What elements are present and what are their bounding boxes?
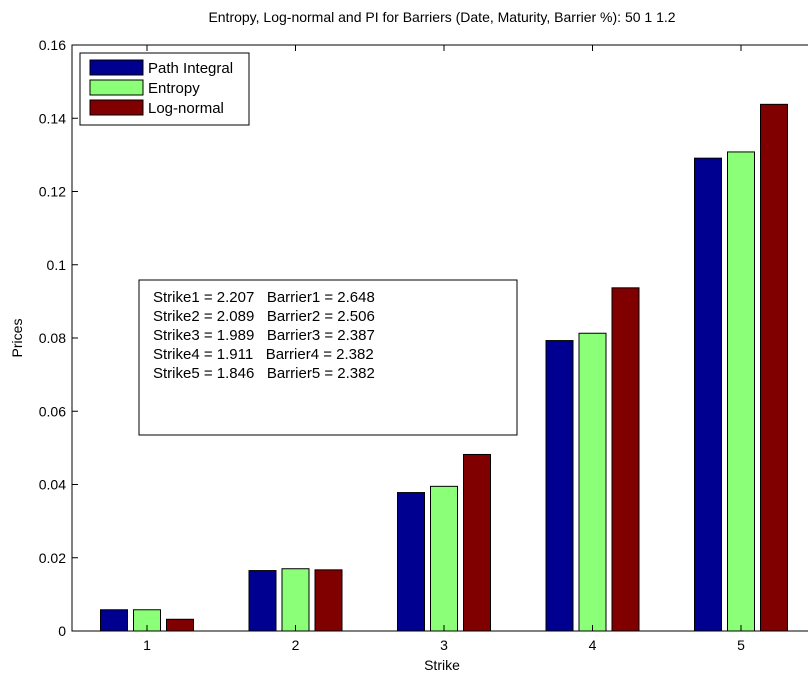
y-tick-label: 0 (58, 623, 66, 639)
axes-group: 0 0.02 0.04 0.06 0.08 0.1 0.12 0.14 0.16 1 2 3 4 5 (39, 37, 745, 653)
bar-path-integral-5 (694, 157, 722, 632)
chart-title: Entropy, Log-normal and PI for Barriers … (208, 9, 675, 25)
x-tick-label: 3 (440, 637, 448, 653)
x-axis-title: Strike (424, 657, 460, 673)
bar-log-normal-2 (314, 569, 343, 632)
bar-entropy-5 (727, 151, 755, 632)
annotation-box: Strike1 = 2.207 Barrier1 = 2.648 Strike2 … (138, 279, 518, 436)
x-tick-label: 4 (589, 637, 597, 653)
y-tick-label: 0.08 (39, 330, 66, 346)
x-tick-label: 1 (143, 637, 151, 653)
bar-path-integral-1 (100, 609, 128, 632)
bar-log-normal-3 (463, 453, 491, 632)
legend-swatch (89, 99, 144, 116)
y-tick-label: 0.02 (39, 550, 66, 566)
y-tick-label: 0.12 (39, 184, 66, 200)
legend-label: Log-normal (148, 100, 224, 117)
y-tick-label: 0.1 (47, 257, 67, 273)
bar-entropy-4 (578, 332, 607, 632)
legend-swatch (89, 59, 144, 76)
annotation-line: Strike2 = 2.089 Barrier2 = 2.506 (153, 308, 375, 325)
legend-label: Path Integral (148, 60, 233, 77)
x-tick-label: 5 (737, 637, 745, 653)
annotation-line: Strike5 = 1.846 Barrier5 = 2.382 (153, 365, 375, 382)
legend-swatch (89, 79, 144, 96)
annotation-line: Strike4 = 1.911 Barrier4 = 2.382 (153, 346, 374, 363)
y-tick-label: 0.16 (39, 37, 66, 53)
y-tick-label: 0.04 (39, 477, 66, 493)
y-tick-label: 0.06 (39, 403, 66, 419)
bar-path-integral-4 (545, 340, 574, 632)
x-tick-label: 2 (292, 637, 300, 653)
bar-entropy-2 (281, 568, 310, 632)
bar-path-integral-2 (248, 570, 277, 632)
legend-label: Entropy (148, 80, 200, 97)
annotation-line: Strike3 = 1.989 Barrier3 = 2.387 (153, 327, 375, 344)
bar-log-normal-5 (760, 103, 788, 632)
bar-log-normal-4 (611, 287, 640, 632)
annotation-line: Strike1 = 2.207 Barrier1 = 2.648 (153, 289, 375, 306)
y-tick-label: 0.14 (39, 110, 66, 126)
bar-log-normal-1 (166, 618, 194, 632)
y-axis-title: Prices (9, 319, 25, 358)
bar-path-integral-3 (397, 492, 425, 632)
legend: Path Integral Entropy Log-normal (79, 52, 250, 126)
bars-group (100, 103, 788, 632)
annotation-frame (138, 279, 518, 436)
bar-entropy-3 (430, 485, 458, 632)
